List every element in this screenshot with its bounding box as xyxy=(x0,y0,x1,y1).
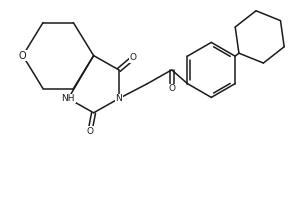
Text: O: O xyxy=(19,51,27,61)
Text: O: O xyxy=(86,127,94,136)
Text: N: N xyxy=(116,94,122,103)
Text: NH: NH xyxy=(61,94,75,103)
Text: O: O xyxy=(168,84,175,93)
Text: O: O xyxy=(130,53,137,62)
